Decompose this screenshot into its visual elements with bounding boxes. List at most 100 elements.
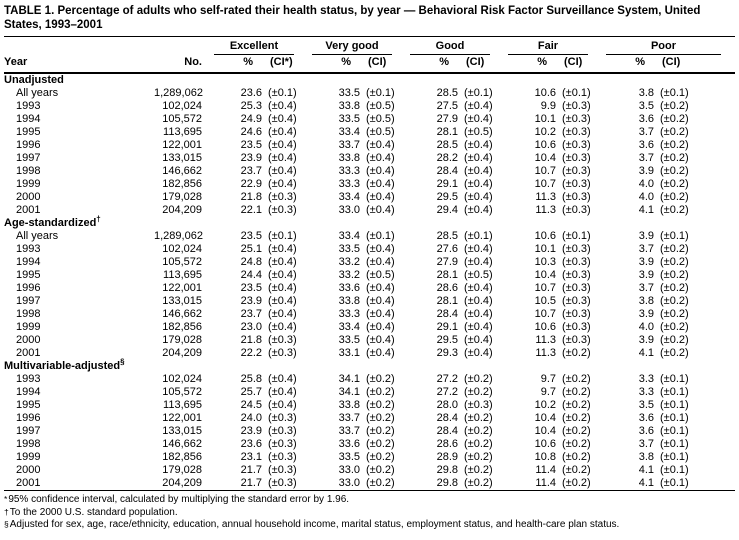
ci-cell: (±0.2) [660, 243, 689, 255]
year-cell: 2001 [16, 477, 41, 489]
percent-cell: 29.3 [436, 347, 458, 359]
year-cell: 1999 [16, 321, 41, 333]
year-cell: 1994 [16, 386, 41, 398]
ci-cell: (±0.1) [660, 412, 689, 424]
percent-cell: 9.9 [540, 100, 556, 112]
percent-cell: 4.1 [638, 477, 654, 489]
ci-cell: (±0.4) [366, 152, 395, 164]
ci-cell: (±0.2) [366, 425, 395, 437]
percent-cell: 27.9 [436, 113, 458, 125]
ci-cell: (±0.3) [562, 282, 591, 294]
percent-cell: 3.6 [638, 113, 654, 125]
percent-cell: 10.6 [534, 87, 556, 99]
table-row: 1994 105,572 24.8 (±0.4) 33.2 (±0.4) 27.9 (±0.4… [4, 256, 735, 269]
year-cell: 1993 [16, 243, 41, 255]
group-header-good: Good [406, 37, 504, 55]
count-cell: 122,001 [162, 139, 202, 151]
percent-column-header: % [308, 55, 360, 74]
percent-cell: 25.8 [240, 373, 262, 385]
year-cell: 1997 [16, 152, 41, 164]
ci-cell: (±0.4) [464, 256, 493, 268]
ci-cell: (±0.2) [660, 191, 689, 203]
table-row: 1994 105,572 25.7 (±0.4) 34.1 (±0.2) 27.2 (±0.2… [4, 386, 735, 399]
ci-cell: (±0.3) [562, 334, 591, 346]
table-row: 1998 146,662 23.6 (±0.3) 33.6 (±0.2) 28.6 (±0.2… [4, 438, 735, 451]
table-row: 1996 122,001 23.5 (±0.4) 33.7 (±0.4) 28.5 (±0.4… [4, 139, 735, 152]
ci-cell: (±0.2) [660, 126, 689, 138]
table-body: Unadjusted All years 1,289,062 23.6 (±0.1) 33… [4, 73, 735, 491]
ci-cell: (±0.4) [464, 204, 493, 216]
section-footnote-marker: § [120, 357, 125, 367]
percent-cell: 33.4 [338, 321, 360, 333]
count-cell: 146,662 [162, 308, 202, 320]
percent-cell: 28.0 [436, 399, 458, 411]
year-cell: 1995 [16, 269, 41, 281]
percent-cell: 3.9 [638, 230, 654, 242]
ci-cell: (±0.4) [268, 113, 297, 125]
ci-cell: (±0.3) [464, 399, 493, 411]
footnotes: *95% confidence interval, calculated by … [4, 494, 735, 532]
percent-cell: 23.6 [240, 87, 262, 99]
ci-cell: (±0.3) [562, 256, 591, 268]
ci-cell: (±0.2) [562, 464, 591, 476]
percent-cell: 9.7 [540, 373, 556, 385]
table-row: 1996 122,001 23.5 (±0.4) 33.6 (±0.4) 28.6 (±0.4… [4, 282, 735, 295]
count-cell: 122,001 [162, 412, 202, 424]
ci-cell: (±0.2) [464, 386, 493, 398]
ci-cell: (±0.2) [660, 295, 689, 307]
percent-cell: 23.7 [240, 308, 262, 320]
year-cell: 1994 [16, 113, 41, 125]
ci-cell: (±0.4) [464, 243, 493, 255]
ci-column-header: (CI) [556, 55, 602, 74]
ci-cell: (±0.2) [660, 100, 689, 112]
ci-cell: (±0.2) [464, 373, 493, 385]
ci-cell: (±0.4) [464, 321, 493, 333]
count-cell: 182,856 [162, 451, 202, 463]
ci-cell: (±0.2) [660, 334, 689, 346]
percent-column-header: % [406, 55, 458, 74]
percent-cell: 33.3 [338, 308, 360, 320]
year-cell: 1996 [16, 282, 41, 294]
ci-cell: (±0.2) [660, 321, 689, 333]
footnote-text: To the 2000 U.S. standard population. [9, 506, 178, 518]
ci-cell: (±0.5) [464, 269, 493, 281]
percent-cell: 33.8 [338, 100, 360, 112]
percent-cell: 10.7 [534, 165, 556, 177]
year-cell: 1997 [16, 295, 41, 307]
ci-cell: (±0.4) [268, 373, 297, 385]
ci-cell: (±0.1) [660, 399, 689, 411]
percent-cell: 10.3 [534, 256, 556, 268]
ci-cell: (±0.2) [562, 425, 591, 437]
ci-cell: (±0.4) [464, 191, 493, 203]
year-cell: 2001 [16, 204, 41, 216]
percent-cell: 23.9 [240, 152, 262, 164]
percent-cell: 3.7 [638, 438, 654, 450]
percent-cell: 23.7 [240, 165, 262, 177]
percent-cell: 3.7 [638, 152, 654, 164]
ci-cell: (±0.4) [464, 152, 493, 164]
ci-cell: (±0.4) [268, 321, 297, 333]
count-cell: 122,001 [162, 282, 202, 294]
table-row: 1998 146,662 23.7 (±0.4) 33.3 (±0.4) 28.4 (±0.4… [4, 308, 735, 321]
percent-cell: 33.4 [338, 191, 360, 203]
column-group-row: Excellent Very good Good Fair Poor [4, 37, 735, 55]
ci-cell: (±0.1) [366, 230, 395, 242]
percent-cell: 27.2 [436, 373, 458, 385]
percent-cell: 28.4 [436, 165, 458, 177]
group-header-fair: Fair [504, 37, 602, 55]
year-cell: 1993 [16, 100, 41, 112]
percent-cell: 33.2 [338, 256, 360, 268]
column-header-row: Year No. % (CI*) % (CI) % (CI) % (CI) % … [4, 55, 735, 74]
percent-cell: 10.7 [534, 308, 556, 320]
ci-column-header: (CI) [360, 55, 406, 74]
count-cell: 182,856 [162, 178, 202, 190]
ci-cell: (±0.4) [464, 113, 493, 125]
percent-cell: 24.9 [240, 113, 262, 125]
percent-cell: 29.8 [436, 477, 458, 489]
percent-cell: 24.6 [240, 126, 262, 138]
percent-cell: 21.8 [240, 191, 262, 203]
ci-cell: (±0.4) [366, 243, 395, 255]
count-cell: 204,209 [162, 477, 202, 489]
percent-cell: 10.8 [534, 451, 556, 463]
ci-cell: (±0.2) [562, 386, 591, 398]
